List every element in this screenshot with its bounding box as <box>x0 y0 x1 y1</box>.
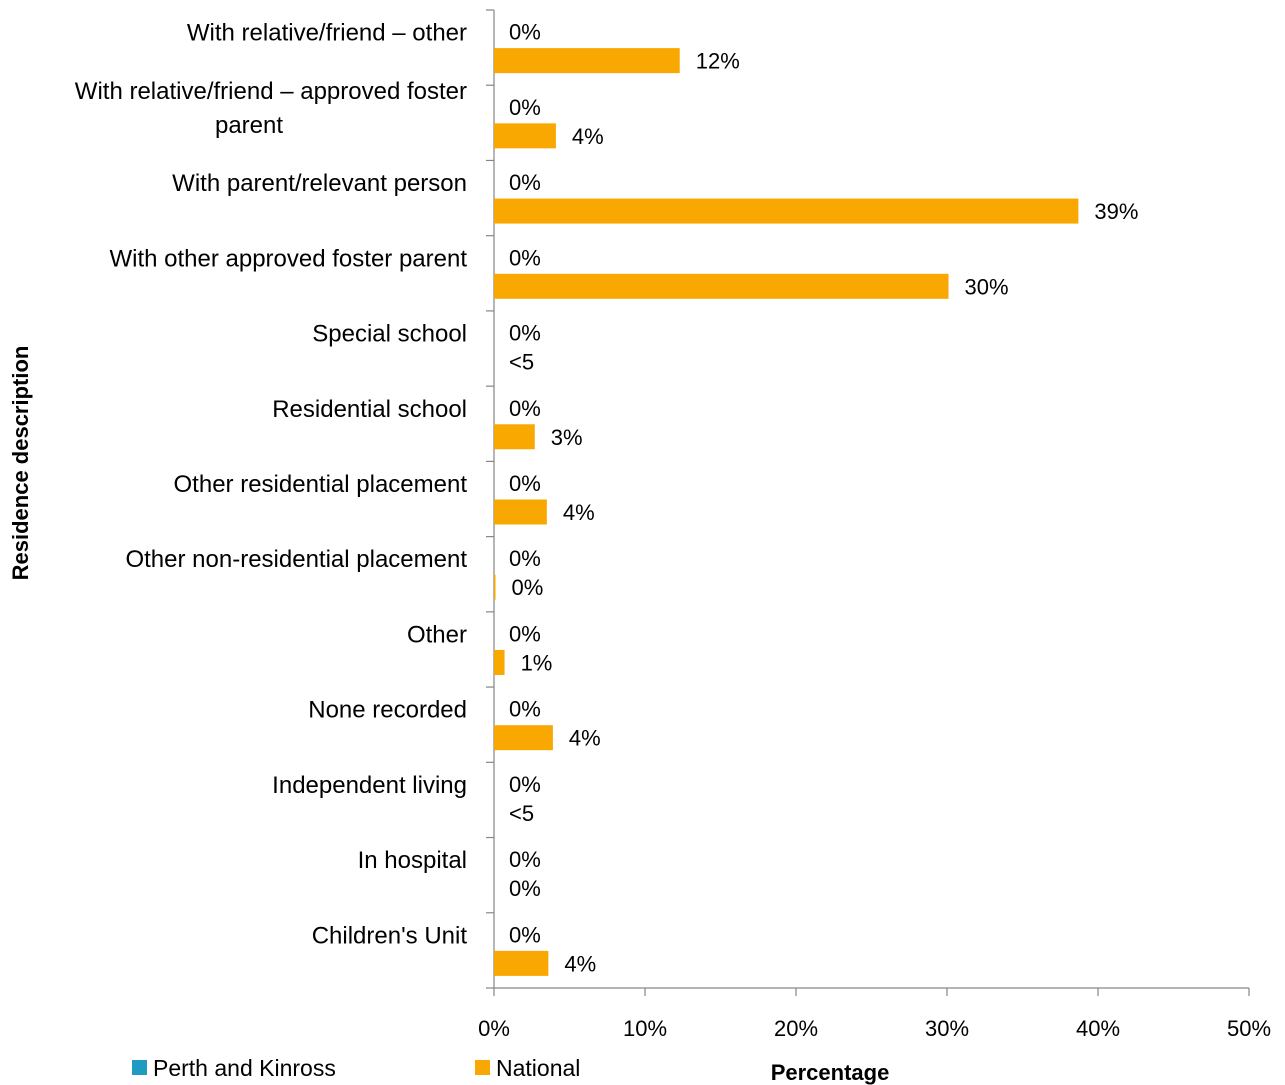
category-label-with-relative-friend-other: With relative/friend – other <box>187 20 467 47</box>
bar-national-residential-school <box>494 424 535 450</box>
data-label-perth-and-kinross-with-parent-relevant-person: 0% <box>509 170 541 195</box>
category-label-children-s-unit: Children's Unit <box>312 922 468 949</box>
data-label-national-other-residential-placement: 4% <box>563 500 595 525</box>
category-label-with-parent-relevant-person: With parent/relevant person <box>172 170 467 197</box>
data-label-national-with-relative-friend-other: 12% <box>696 49 740 74</box>
category-label-with-relative-friend-approved-foster-parent: parent <box>215 112 283 139</box>
category-label-with-relative-friend-approved-foster-parent: With relative/friend – approved foster <box>75 78 467 105</box>
legend-swatch-national <box>475 1060 490 1075</box>
data-label-national-independent-living: <5 <box>509 801 534 826</box>
data-label-perth-and-kinross-with-relative-friend-approved-foster-parent: 0% <box>509 95 541 120</box>
data-label-national-other: 1% <box>521 650 553 675</box>
data-label-national-special-school: <5 <box>509 350 534 375</box>
bar-national-other-non-residential-placement <box>494 574 496 600</box>
data-label-national-children-s-unit: 4% <box>564 951 596 976</box>
bar-national-with-relative-friend-other <box>494 48 680 74</box>
data-label-perth-and-kinross-none-recorded: 0% <box>509 697 541 722</box>
x-tick-label-50: 50% <box>1227 1016 1271 1041</box>
data-label-perth-and-kinross-other: 0% <box>509 621 541 646</box>
data-label-national-with-relative-friend-approved-foster-parent: 4% <box>572 124 604 149</box>
category-label-other-residential-placement: Other residential placement <box>174 471 468 498</box>
category-label-in-hospital: In hospital <box>358 847 467 874</box>
plot-area: 0% 10% 20% 30% 40% 50% With relative/friend – … <box>75 9 1271 1041</box>
data-label-perth-and-kinross-children-s-unit: 0% <box>509 922 541 947</box>
data-label-perth-and-kinross-special-school: 0% <box>509 321 541 346</box>
x-tick-label-40: 40% <box>1076 1016 1120 1041</box>
data-label-national-other-non-residential-placement: 0% <box>512 575 544 600</box>
data-label-perth-and-kinross-with-relative-friend-other: 0% <box>509 20 541 45</box>
data-label-perth-and-kinross-with-other-approved-foster-parent: 0% <box>509 245 541 270</box>
category-label-independent-living: Independent living <box>272 772 467 799</box>
x-tick-label-0: 0% <box>478 1016 510 1041</box>
data-label-perth-and-kinross-other-non-residential-placement: 0% <box>509 546 541 571</box>
data-label-perth-and-kinross-independent-living: 0% <box>509 772 541 797</box>
bar-national-with-other-approved-foster-parent <box>494 273 949 299</box>
bar-national-with-parent-relevant-person <box>494 198 1079 224</box>
category-label-with-other-approved-foster-parent: With other approved foster parent <box>109 245 467 272</box>
x-tick-label-10: 10% <box>623 1016 667 1041</box>
bar-national-none-recorded <box>494 725 553 751</box>
y-axis-title: Residence description <box>8 346 33 581</box>
data-label-national-with-parent-relevant-person: 39% <box>1094 199 1138 224</box>
bar-national-other-residential-placement <box>494 499 547 525</box>
category-label-none-recorded: None recorded <box>308 697 467 724</box>
data-label-national-residential-school: 3% <box>551 425 583 450</box>
x-tick-label-20: 20% <box>774 1016 818 1041</box>
bar-national-with-relative-friend-approved-foster-parent <box>494 123 556 149</box>
legend-label-national: National <box>496 1055 580 1081</box>
category-label-special-school: Special school <box>312 321 467 348</box>
x-axis-title: Percentage <box>771 1060 890 1085</box>
legend: Perth and Kinross National <box>132 1055 580 1081</box>
category-label-residential-school: Residential school <box>272 396 467 423</box>
category-label-other: Other <box>407 621 467 648</box>
data-label-national-with-other-approved-foster-parent: 30% <box>965 274 1009 299</box>
legend-label-perth-and-kinross: Perth and Kinross <box>153 1055 336 1081</box>
x-tick-label-30: 30% <box>925 1016 969 1041</box>
bar-national-other <box>494 649 505 675</box>
data-label-perth-and-kinross-residential-school: 0% <box>509 396 541 421</box>
legend-swatch-perth-and-kinross <box>132 1060 147 1075</box>
data-label-perth-and-kinross-other-residential-placement: 0% <box>509 471 541 496</box>
data-label-national-in-hospital: 0% <box>509 876 541 901</box>
data-label-perth-and-kinross-in-hospital: 0% <box>509 847 541 872</box>
bar-national-children-s-unit <box>494 950 549 976</box>
data-label-national-none-recorded: 4% <box>569 726 601 751</box>
category-label-other-non-residential-placement: Other non-residential placement <box>125 546 467 573</box>
